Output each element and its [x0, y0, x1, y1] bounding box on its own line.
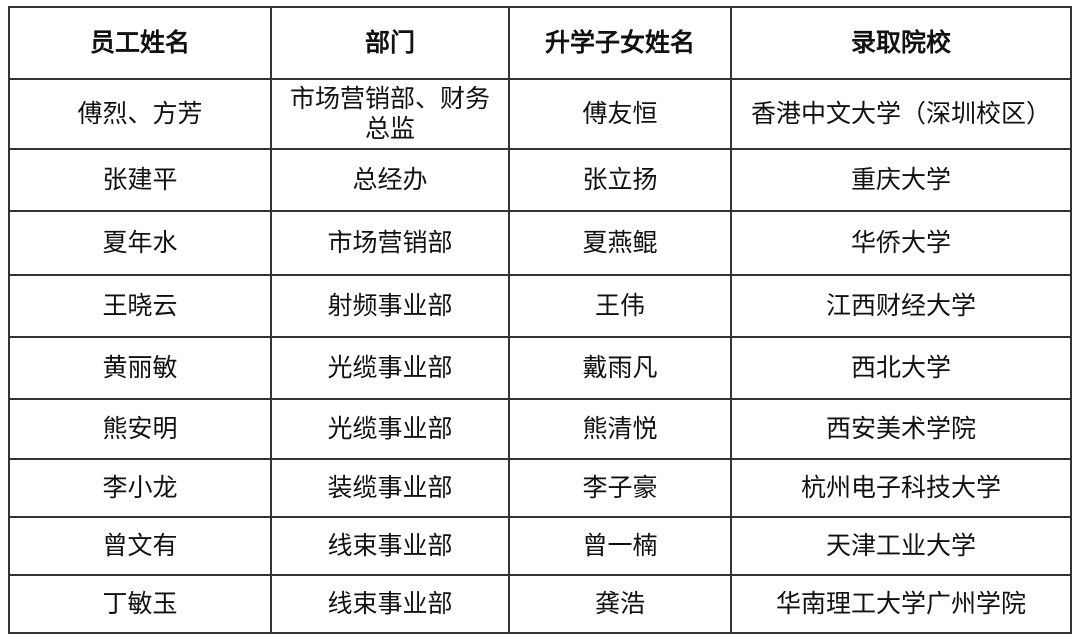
table-cell: 市场营销部、财务总监 [270, 78, 510, 150]
table-cell: 曾一楠 [508, 516, 732, 576]
table: 员工姓名 部门 升学子女姓名 录取院校 傅烈、方芳 市场营销部、财务总监 傅友恒 香港中文大… [8, 6, 1072, 634]
table-cell: 华南理工大学广州学院 [730, 574, 1072, 634]
table-cell: 熊清悦 [508, 398, 732, 460]
table-cell: 重庆大学 [730, 148, 1072, 212]
table-row: 李小龙 装缆事业部 李子豪 杭州电子科技大学 [8, 458, 1072, 518]
table-cell: 夏燕鲲 [508, 210, 732, 276]
table-cell: 黄丽敏 [8, 336, 272, 400]
header-row: 员工姓名 部门 升学子女姓名 录取院校 [8, 6, 1072, 80]
table-cell: 龚浩 [508, 574, 732, 634]
table-cell: 杭州电子科技大学 [730, 458, 1072, 518]
table-row: 丁敏玉 线束事业部 龚浩 华南理工大学广州学院 [8, 574, 1072, 634]
table-cell: 李小龙 [8, 458, 272, 518]
header-cell: 员工姓名 [8, 6, 272, 80]
table-cell: 丁敏玉 [8, 574, 272, 634]
table-cell: 傅烈、方芳 [8, 78, 272, 150]
table-cell: 戴雨凡 [508, 336, 732, 400]
table-row: 曾文有 线束事业部 曾一楠 天津工业大学 [8, 516, 1072, 576]
table-row: 张建平 总经办 张立扬 重庆大学 [8, 148, 1072, 212]
table-cell: 王伟 [508, 274, 732, 338]
table-cell: 华侨大学 [730, 210, 1072, 276]
table-cell: 江西财经大学 [730, 274, 1072, 338]
table-cell: 西北大学 [730, 336, 1072, 400]
table-row: 熊安明 光缆事业部 熊清悦 西安美术学院 [8, 398, 1072, 460]
table-cell: 熊安明 [8, 398, 272, 460]
table-cell: 光缆事业部 [270, 336, 510, 400]
table-cell: 香港中文大学（深圳校区） [730, 78, 1072, 150]
table-cell: 总经办 [270, 148, 510, 212]
table-cell: 天津工业大学 [730, 516, 1072, 576]
table-cell: 市场营销部 [270, 210, 510, 276]
table-cell: 李子豪 [508, 458, 732, 518]
table-cell: 线束事业部 [270, 574, 510, 634]
table-row: 黄丽敏 光缆事业部 戴雨凡 西北大学 [8, 336, 1072, 400]
header-cell: 升学子女姓名 [508, 6, 732, 80]
table-cell: 光缆事业部 [270, 398, 510, 460]
table-row: 傅烈、方芳 市场营销部、财务总监 傅友恒 香港中文大学（深圳校区） [8, 78, 1072, 150]
table-cell: 夏年水 [8, 210, 272, 276]
table-row: 王晓云 射频事业部 王伟 江西财经大学 [8, 274, 1072, 338]
table-container: 员工姓名 部门 升学子女姓名 录取院校 傅烈、方芳 市场营销部、财务总监 傅友恒 香港中文大… [8, 6, 1072, 634]
table-cell: 西安美术学院 [730, 398, 1072, 460]
table-cell: 射频事业部 [270, 274, 510, 338]
table-cell: 装缆事业部 [270, 458, 510, 518]
table-cell: 张建平 [8, 148, 272, 212]
table-cell: 王晓云 [8, 274, 272, 338]
header-cell: 部门 [270, 6, 510, 80]
table-row: 夏年水 市场营销部 夏燕鲲 华侨大学 [8, 210, 1072, 276]
table-cell: 曾文有 [8, 516, 272, 576]
table-cell: 张立扬 [508, 148, 732, 212]
table-cell: 线束事业部 [270, 516, 510, 576]
header-cell: 录取院校 [730, 6, 1072, 80]
table-cell: 傅友恒 [508, 78, 732, 150]
